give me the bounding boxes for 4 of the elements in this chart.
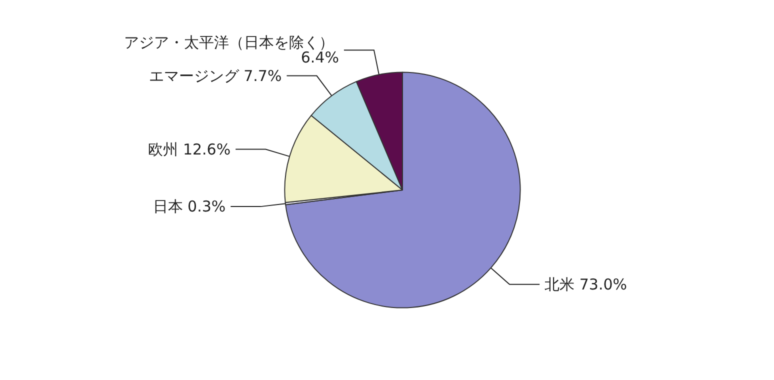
slice-label: エマージング 7.7% xyxy=(148,66,282,85)
slice-label: 日本 0.3% xyxy=(152,198,226,216)
slice-label: 欧州 12.6% xyxy=(148,140,231,158)
slice-label: 北米 73.0% xyxy=(544,275,628,294)
